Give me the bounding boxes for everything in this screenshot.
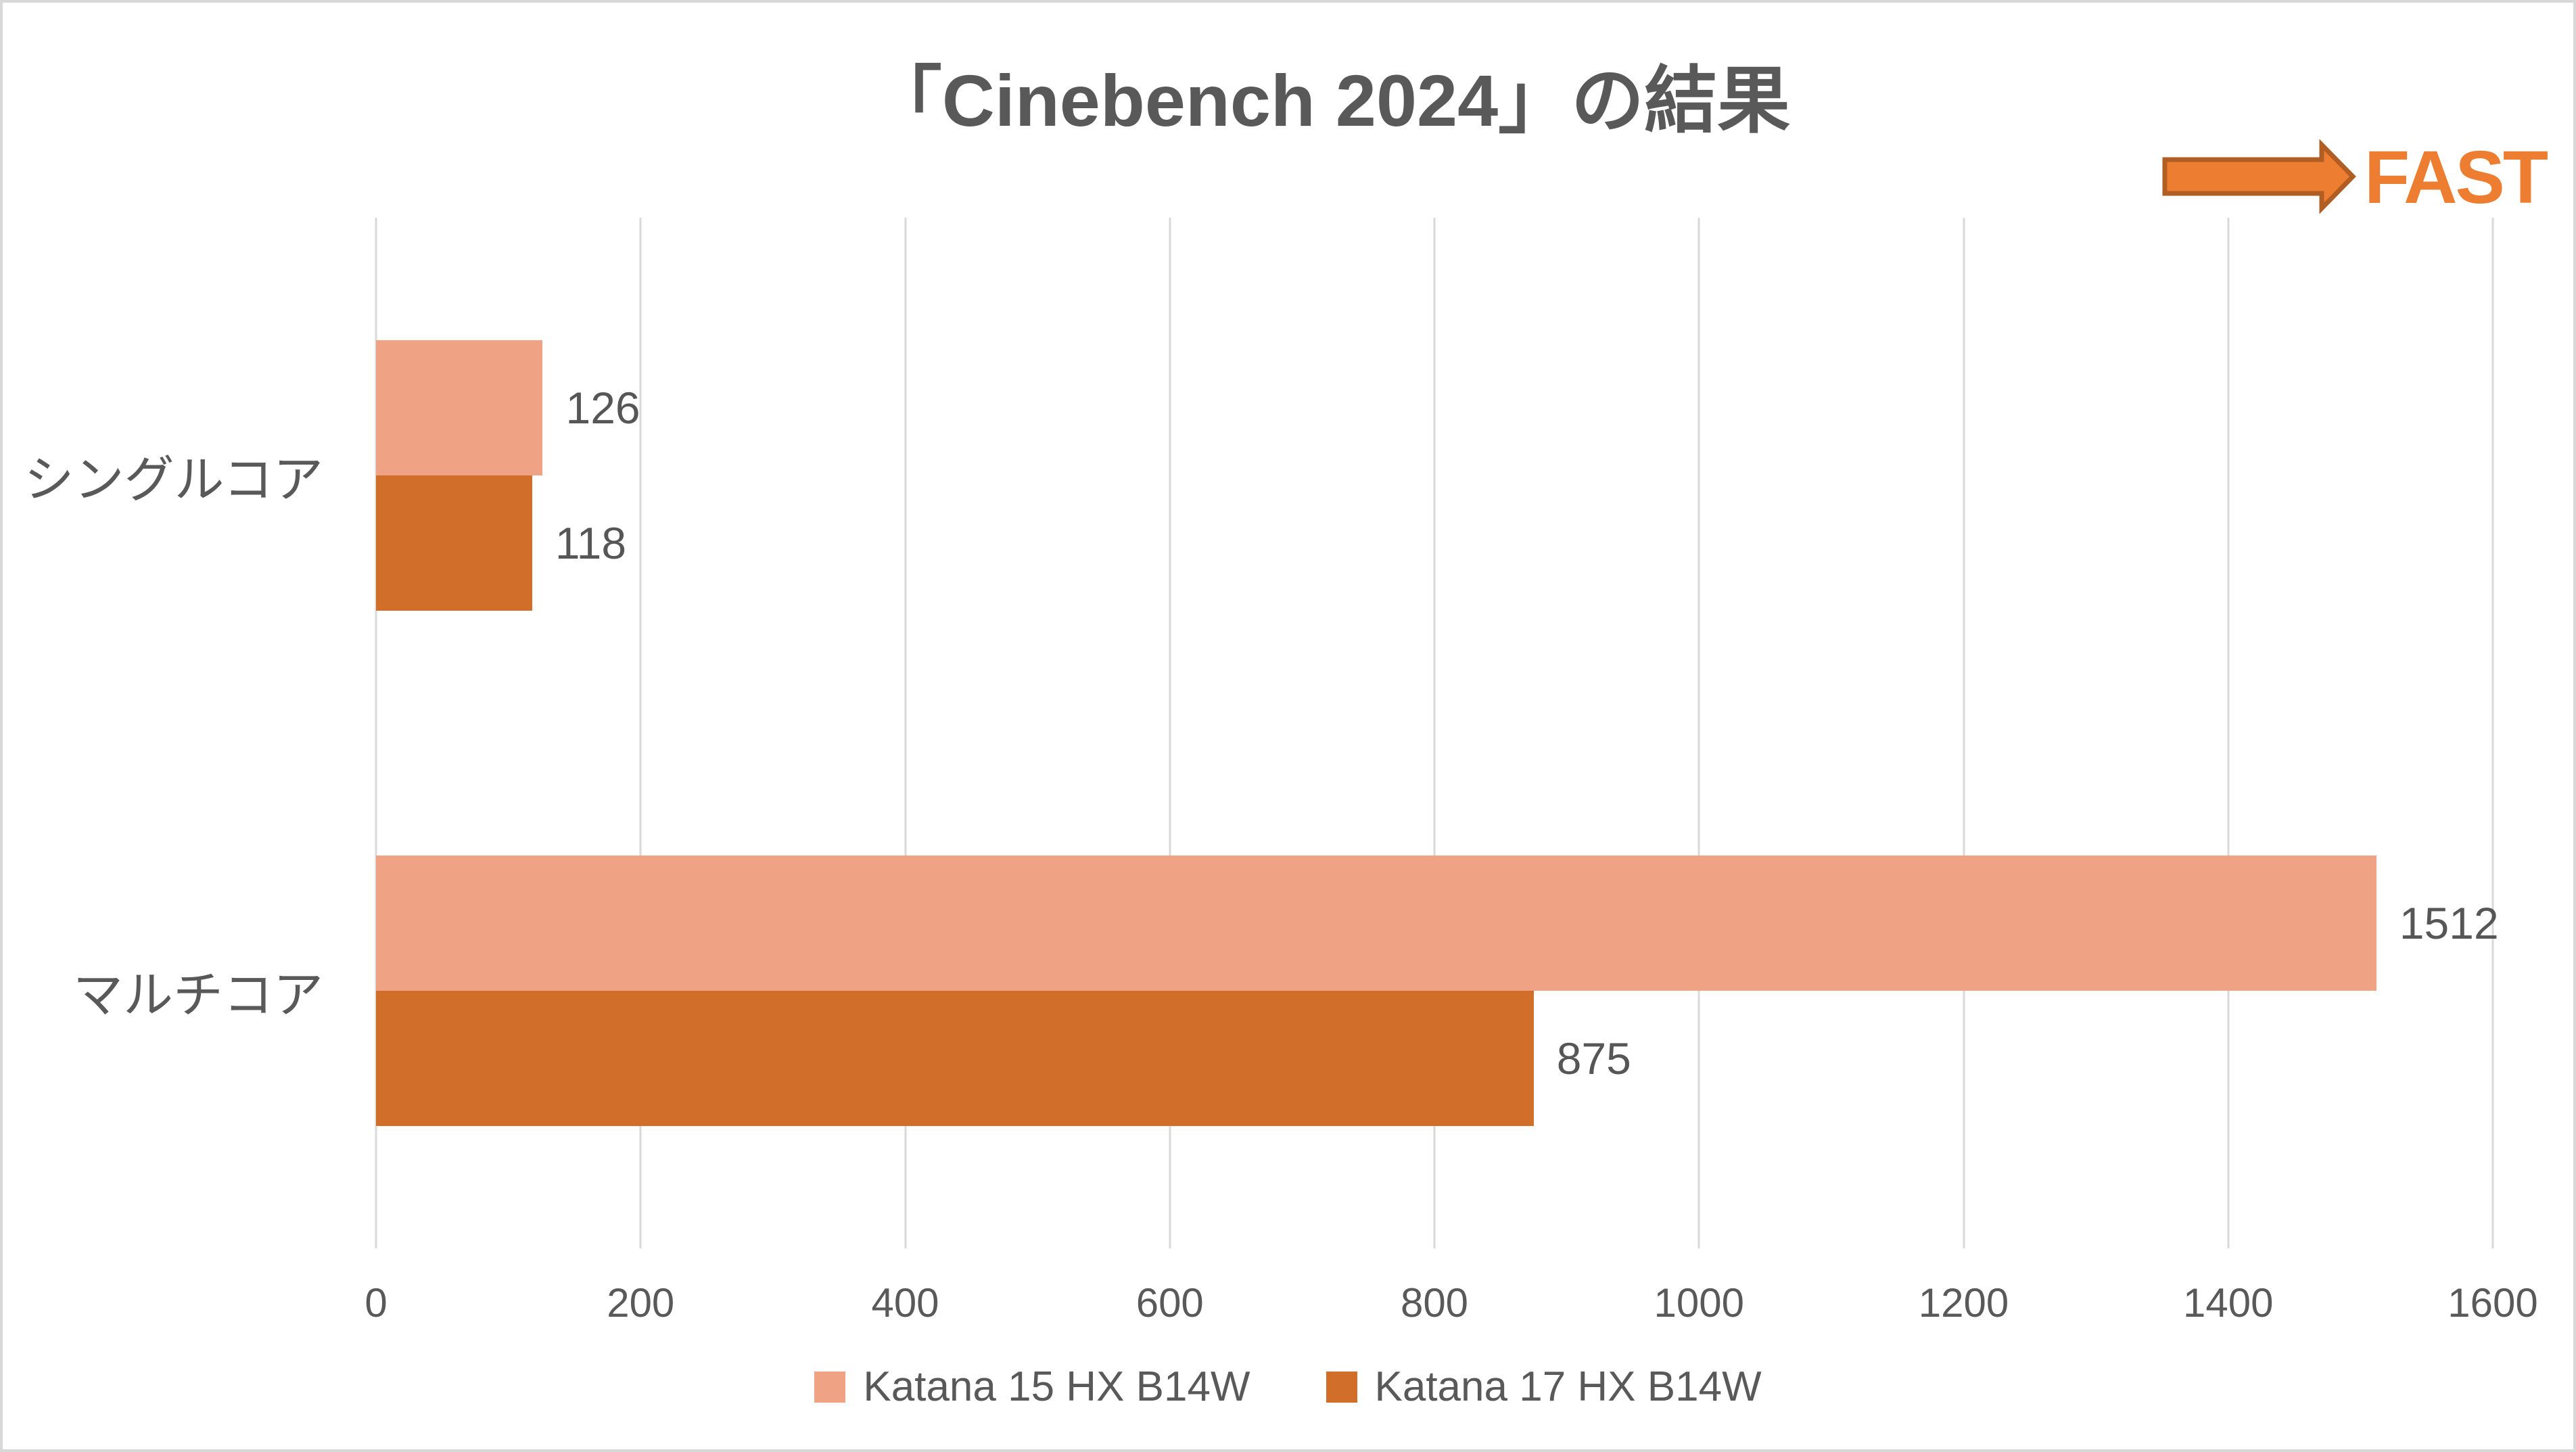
data-label-1512: 1512: [2399, 898, 2499, 948]
bar-katana-15-hx-b14w-0: [376, 340, 543, 475]
data-label-118: 118: [555, 518, 627, 568]
fast-label: FAST: [2364, 136, 2548, 219]
fast-arrow-shape: [2162, 139, 2356, 214]
legend: Katana 15 HX B14W Katana 17 HX B14W: [3, 1366, 2573, 1408]
x-tick-label-0: 0: [365, 1280, 388, 1326]
gridline-x-1200: [1963, 218, 1965, 1248]
gridline-x-200: [639, 218, 642, 1248]
x-tick-label-1600: 1600: [2448, 1280, 2538, 1326]
x-tick-label-200: 200: [607, 1280, 675, 1326]
plot-area: 126 118 1512 875: [375, 218, 2499, 1248]
gridline-x-1400: [2227, 218, 2230, 1248]
data-label-875: 875: [1556, 1033, 1631, 1083]
legend-swatch-icon-1: [1326, 1372, 1357, 1403]
legend-label-1: Katana 17 HX B14W: [1374, 1363, 1762, 1410]
bar-katana-15-hx-b14w-1: [376, 856, 2376, 991]
legend-label-0: Katana 15 HX B14W: [863, 1363, 1250, 1410]
legend-swatch-icon-0: [814, 1372, 846, 1403]
bar-katana-17-hx-b14w-0: [376, 475, 532, 611]
category-label-0: シングルコア: [24, 451, 323, 508]
gridline-x-800: [1433, 218, 1436, 1248]
x-tick-label-600: 600: [1135, 1280, 1204, 1326]
data-label-126: 126: [565, 383, 640, 433]
x-tick-label-800: 800: [1400, 1280, 1469, 1326]
x-tick-label-1000: 1000: [1654, 1280, 1744, 1326]
gridline-x-1000: [1697, 218, 1700, 1248]
fast-arrow-icon: [2162, 139, 2356, 214]
bar-katana-17-hx-b14w-1: [376, 991, 1534, 1126]
legend-item-1: Katana 17 HX B14W: [1326, 1366, 1762, 1408]
x-tick-label-1400: 1400: [2183, 1280, 2274, 1326]
gridline-x-0: [375, 218, 377, 1248]
x-tick-label-1200: 1200: [1918, 1280, 2009, 1326]
legend-item-0: Katana 15 HX B14W: [814, 1366, 1250, 1408]
gridline-x-600: [1169, 218, 1171, 1248]
x-tick-label-400: 400: [871, 1280, 939, 1326]
gridline-x-400: [904, 218, 906, 1248]
gridline-x-1600: [2491, 218, 2494, 1248]
category-label-1: マルチコア: [73, 966, 323, 1023]
chart-title: 「Cinebench 2024」の結果: [868, 60, 1791, 141]
